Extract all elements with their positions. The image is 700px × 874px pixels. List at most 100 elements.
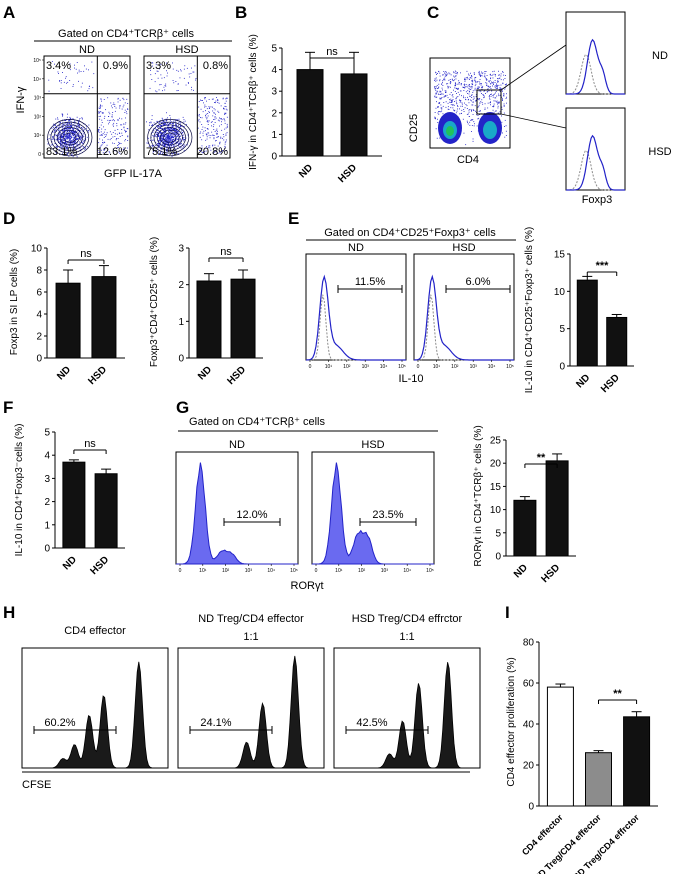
event-dot <box>74 123 76 125</box>
event-dot <box>166 150 167 152</box>
event-dot <box>468 73 469 75</box>
event-dot <box>177 90 179 91</box>
event-dot <box>441 83 442 85</box>
event-dot <box>100 124 102 126</box>
event-dot <box>453 72 455 74</box>
y-axis-label: Foxp3⁺CD4⁺CD25⁺ cells (%) <box>149 237 160 367</box>
event-dot <box>177 83 179 85</box>
event-dot <box>488 86 490 88</box>
event-dot <box>450 98 452 100</box>
plot-title: ND <box>348 242 364 254</box>
event-dot <box>165 120 167 121</box>
event-dot <box>472 98 474 100</box>
event-dot <box>223 136 225 138</box>
event-dot <box>157 140 159 141</box>
event-dot <box>440 97 442 99</box>
event-dot <box>487 107 489 109</box>
event-dot <box>461 103 463 105</box>
plot-frame <box>305 253 407 361</box>
event-dot <box>122 97 124 99</box>
event-dot <box>214 109 216 111</box>
event-dot <box>80 149 82 151</box>
event-dot <box>472 83 473 85</box>
event-dot <box>495 97 497 99</box>
event-dot <box>60 147 62 149</box>
event-dot <box>468 116 470 117</box>
event-dot <box>495 110 497 112</box>
event-dot <box>112 112 114 113</box>
bar <box>91 276 117 359</box>
event-dot <box>156 70 158 72</box>
event-dot <box>77 138 79 140</box>
event-dot <box>99 111 101 113</box>
event-dot <box>99 138 101 140</box>
event-dot <box>168 135 170 137</box>
event-dot <box>219 143 221 145</box>
event-dot <box>474 77 476 79</box>
event-dot <box>484 107 486 109</box>
event-dot <box>172 134 174 136</box>
event-dot <box>488 80 490 82</box>
category-label: HSD <box>89 554 112 577</box>
event-dot <box>209 145 211 147</box>
event-dot <box>179 143 181 145</box>
event-dot <box>165 148 167 150</box>
event-dot <box>175 144 177 146</box>
event-dot <box>498 95 500 97</box>
event-dot <box>176 134 178 136</box>
event-dot <box>439 79 441 81</box>
event-dot <box>463 97 464 99</box>
contour-line <box>53 124 86 151</box>
event-dot <box>151 119 153 120</box>
event-dot <box>182 147 184 149</box>
event-dot <box>439 72 441 74</box>
event-dot <box>75 130 76 132</box>
event-dot <box>56 152 57 154</box>
event-dot <box>176 130 178 132</box>
gate-percent: 24.1% <box>200 717 231 729</box>
event-dot <box>206 120 208 122</box>
event-dot <box>127 135 129 137</box>
event-dot <box>168 145 169 146</box>
event-dot <box>213 108 215 110</box>
event-dot <box>484 72 486 74</box>
event-dot <box>166 62 167 64</box>
event-dot <box>225 100 227 102</box>
event-dot <box>55 118 57 120</box>
event-dot <box>78 80 79 82</box>
event-dot <box>163 77 165 79</box>
event-dot <box>450 102 452 103</box>
event-dot <box>152 135 154 137</box>
event-dot <box>100 115 101 117</box>
event-dot <box>166 128 168 130</box>
event-dot <box>150 122 152 124</box>
event-dot <box>477 88 479 90</box>
event-dot <box>500 88 501 90</box>
event-dot <box>465 91 467 93</box>
event-dot <box>220 124 222 126</box>
event-dot <box>65 131 67 133</box>
event-dot <box>494 100 496 102</box>
event-dot <box>170 153 172 155</box>
event-dot <box>460 90 462 92</box>
event-dot <box>84 65 85 67</box>
event-dot <box>468 88 470 90</box>
event-dot <box>225 98 227 100</box>
event-dot <box>102 139 103 141</box>
event-dot <box>150 121 152 123</box>
event-dot <box>486 84 488 86</box>
event-dot <box>170 122 171 124</box>
event-dot <box>164 145 165 147</box>
event-dot <box>157 77 159 79</box>
event-dot <box>159 136 161 137</box>
event-dot <box>127 136 129 138</box>
event-dot <box>434 86 435 88</box>
event-dot <box>72 118 74 120</box>
event-dot <box>458 83 460 85</box>
event-dot <box>479 83 481 84</box>
event-dot <box>210 135 212 136</box>
event-dot <box>217 130 218 132</box>
event-dot <box>440 93 442 95</box>
event-dot <box>166 139 168 140</box>
y-tick-label: 10¹ <box>34 133 42 139</box>
